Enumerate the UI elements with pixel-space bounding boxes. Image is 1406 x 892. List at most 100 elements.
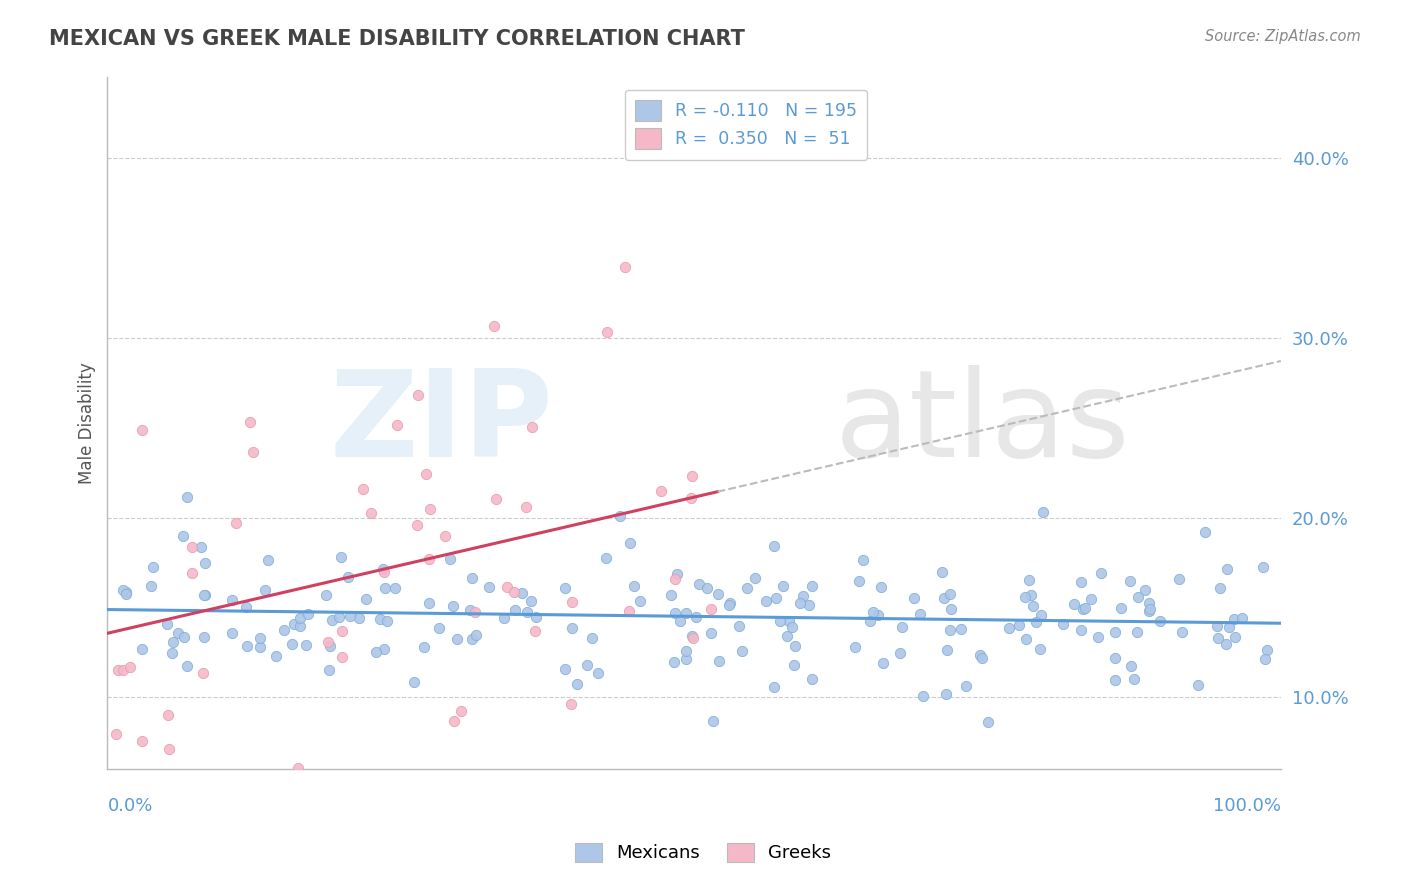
Point — [249, 631, 271, 645]
Point — [675, 643, 697, 657]
Point — [239, 415, 262, 429]
Point — [318, 634, 340, 648]
Point — [503, 602, 526, 616]
Point — [1008, 618, 1031, 632]
Point — [1118, 574, 1140, 589]
Point — [890, 619, 912, 633]
Point — [681, 629, 703, 643]
Point — [264, 649, 287, 664]
Point — [464, 628, 486, 642]
Point — [699, 601, 721, 615]
Point — [939, 601, 962, 615]
Point — [862, 606, 884, 620]
Point — [780, 620, 803, 634]
Point — [524, 610, 547, 624]
Point — [1215, 637, 1237, 651]
Point — [783, 657, 806, 672]
Point — [446, 632, 468, 646]
Point — [172, 529, 194, 543]
Point — [1218, 620, 1240, 634]
Point — [1137, 604, 1160, 618]
Point — [688, 576, 710, 591]
Point — [700, 625, 723, 640]
Point — [755, 593, 778, 607]
Point — [242, 445, 264, 459]
Point — [1133, 582, 1156, 597]
Point — [650, 483, 672, 498]
Point — [478, 581, 501, 595]
Text: MEXICAN VS GREEK MALE DISABILITY CORRELATION CHART: MEXICAN VS GREEK MALE DISABILITY CORRELA… — [49, 29, 745, 48]
Point — [1216, 562, 1239, 576]
Point — [236, 639, 259, 653]
Legend: Mexicans, Greeks: Mexicans, Greeks — [568, 836, 838, 870]
Point — [418, 552, 440, 566]
Point — [772, 579, 794, 593]
Point — [347, 611, 370, 625]
Point — [859, 614, 882, 628]
Point — [628, 593, 651, 607]
Point — [429, 621, 451, 635]
Point — [1209, 581, 1232, 595]
Point — [413, 640, 436, 654]
Point — [194, 588, 217, 602]
Point — [769, 614, 792, 628]
Point — [321, 613, 343, 627]
Point — [107, 663, 129, 677]
Point — [778, 614, 800, 628]
Point — [1015, 632, 1038, 646]
Point — [194, 556, 217, 570]
Point — [181, 540, 204, 554]
Point — [903, 591, 925, 605]
Point — [443, 714, 465, 729]
Point — [1223, 612, 1246, 626]
Point — [765, 591, 787, 605]
Text: Source: ZipAtlas.com: Source: ZipAtlas.com — [1205, 29, 1361, 44]
Point — [679, 491, 702, 505]
Text: atlas: atlas — [835, 365, 1130, 482]
Point — [619, 536, 641, 550]
Point — [1087, 630, 1109, 644]
Point — [866, 608, 889, 623]
Point — [731, 644, 754, 658]
Point — [668, 614, 690, 628]
Text: ZIP: ZIP — [329, 365, 554, 482]
Point — [176, 490, 198, 504]
Point — [114, 587, 136, 601]
Point — [193, 588, 215, 602]
Point — [797, 598, 820, 612]
Point — [872, 656, 894, 670]
Point — [434, 529, 457, 543]
Point — [294, 638, 316, 652]
Point — [162, 635, 184, 649]
Point — [789, 596, 811, 610]
Point — [763, 540, 786, 554]
Point — [969, 648, 991, 663]
Point — [368, 612, 391, 626]
Point — [173, 630, 195, 644]
Point — [235, 599, 257, 614]
Point — [402, 675, 425, 690]
Point — [1080, 592, 1102, 607]
Point — [1104, 650, 1126, 665]
Point — [318, 663, 340, 677]
Point — [221, 625, 243, 640]
Point — [193, 631, 215, 645]
Point — [492, 611, 515, 625]
Point — [419, 502, 441, 516]
Point — [1139, 601, 1161, 615]
Point — [1014, 590, 1036, 604]
Point — [1070, 575, 1092, 590]
Point — [328, 610, 350, 624]
Point — [595, 325, 617, 339]
Point — [315, 588, 337, 602]
Point — [1025, 615, 1047, 629]
Point — [1122, 672, 1144, 686]
Point — [970, 651, 993, 665]
Point — [718, 596, 741, 610]
Point — [131, 734, 153, 748]
Point — [949, 622, 972, 636]
Point — [1032, 505, 1054, 519]
Point — [139, 578, 162, 592]
Text: 100.0%: 100.0% — [1213, 797, 1281, 814]
Point — [889, 647, 911, 661]
